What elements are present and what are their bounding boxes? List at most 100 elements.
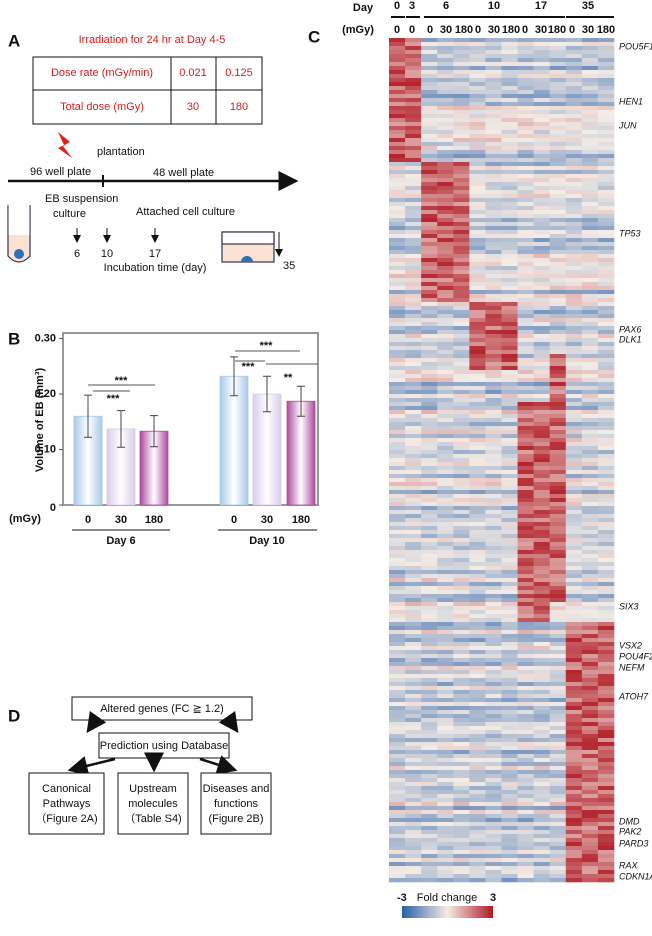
heatmap-cell bbox=[517, 338, 534, 343]
heatmap-cell bbox=[549, 58, 567, 63]
heatmap-cell bbox=[501, 254, 518, 259]
heatmap-cell bbox=[485, 302, 502, 307]
heatmap-cell bbox=[421, 126, 438, 131]
heatmap-cell bbox=[565, 878, 583, 883]
heatmap-cell bbox=[549, 622, 567, 627]
heatmap-cell bbox=[549, 834, 567, 839]
heatmap-cell bbox=[581, 202, 599, 207]
heatmap-cell bbox=[485, 838, 502, 843]
heatmap-cell bbox=[485, 146, 502, 151]
heatmap-cell bbox=[421, 174, 438, 179]
heatmap-cell bbox=[581, 438, 599, 443]
heatmap-cell bbox=[389, 298, 406, 303]
heatmap-cell bbox=[485, 862, 502, 867]
heatmap-cell bbox=[533, 354, 551, 359]
heatmap-cell bbox=[565, 634, 583, 639]
heatmap-cell bbox=[517, 326, 534, 331]
heatmap-cell bbox=[597, 418, 615, 423]
heatmap-cell bbox=[597, 138, 615, 143]
heatmap-cell bbox=[437, 90, 454, 95]
heatmap-cell bbox=[549, 594, 567, 599]
heatmap-cell bbox=[421, 362, 438, 367]
heatmap-cell bbox=[453, 778, 470, 783]
heatmap-cell bbox=[549, 682, 567, 687]
heatmap-cell bbox=[389, 434, 406, 439]
heatmap-cell bbox=[549, 666, 567, 671]
heatmap-cell bbox=[581, 446, 599, 451]
heatmap-cell bbox=[469, 186, 486, 191]
heatmap-cell bbox=[533, 246, 551, 251]
heatmap-cell bbox=[469, 498, 486, 503]
heatmap-cell bbox=[437, 870, 454, 875]
heatmap-cell bbox=[453, 758, 470, 763]
heatmap-cell bbox=[485, 118, 502, 123]
heatmap-cell bbox=[565, 690, 583, 695]
heatmap-cell bbox=[469, 446, 486, 451]
heatmap-cell bbox=[389, 290, 406, 295]
heatmap-cell bbox=[597, 654, 615, 659]
heatmap-cell bbox=[533, 670, 551, 675]
heatmap-cell bbox=[517, 254, 534, 259]
heatmap-cell bbox=[389, 338, 406, 343]
heatmap-cell bbox=[389, 578, 406, 583]
heatmap-cell bbox=[533, 178, 551, 183]
heatmap-cell bbox=[453, 426, 470, 431]
heatmap-cell bbox=[565, 566, 583, 571]
heatmap-cell bbox=[405, 98, 422, 103]
heatmap-cell bbox=[405, 354, 422, 359]
heatmap-cell bbox=[485, 366, 502, 371]
heatmap-cell bbox=[565, 434, 583, 439]
heatmap-cell bbox=[485, 850, 502, 855]
heatmap-cell bbox=[533, 38, 551, 43]
heatmap-cell bbox=[405, 298, 422, 303]
heatmap-cell bbox=[549, 562, 567, 567]
heatmap-cell bbox=[517, 242, 534, 247]
heatmap-cell bbox=[453, 678, 470, 683]
heatmap-cell bbox=[453, 842, 470, 847]
heatmap-cell bbox=[549, 786, 567, 791]
heatmap-cell bbox=[565, 378, 583, 383]
heatmap-cell bbox=[485, 562, 502, 567]
heatmap-cell bbox=[501, 802, 518, 807]
heatmap-cell bbox=[389, 402, 406, 407]
heatmap-cell bbox=[437, 806, 454, 811]
heatmap-cell bbox=[549, 646, 567, 651]
heatmap-cell bbox=[389, 734, 406, 739]
heatmap-cell bbox=[389, 858, 406, 863]
heatmap-cell bbox=[421, 406, 438, 411]
heatmap-cell bbox=[597, 642, 615, 647]
heatmap-cell bbox=[597, 38, 615, 43]
heatmap-cell bbox=[437, 454, 454, 459]
heatmap-cell bbox=[405, 490, 422, 495]
heatmap-cell bbox=[565, 38, 583, 43]
heatmap-cell bbox=[533, 650, 551, 655]
heatmap-cell bbox=[501, 574, 518, 579]
heatmap-cell bbox=[437, 82, 454, 87]
heatmap-cell bbox=[581, 414, 599, 419]
heatmap-cell bbox=[405, 838, 422, 843]
heatmap-cell bbox=[533, 494, 551, 499]
heatmap-cell bbox=[533, 578, 551, 583]
heatmap-cell bbox=[389, 566, 406, 571]
heatmap-cell bbox=[421, 418, 438, 423]
heatmap-cell bbox=[581, 154, 599, 159]
heatmap-cell bbox=[437, 626, 454, 631]
heatmap-cell bbox=[405, 494, 422, 499]
heatmap-cell bbox=[549, 294, 567, 299]
heatmap-cell bbox=[597, 378, 615, 383]
heatmap-cell bbox=[389, 826, 406, 831]
heatmap-cell bbox=[549, 462, 567, 467]
heatmap-cell bbox=[453, 430, 470, 435]
heatmap-cell bbox=[405, 126, 422, 131]
heatmap-cell bbox=[485, 134, 502, 139]
heatmap-cell bbox=[405, 542, 422, 547]
heatmap-cell bbox=[421, 158, 438, 163]
day-label: 6 bbox=[443, 0, 449, 12]
heatmap-cell bbox=[533, 698, 551, 703]
heatmap-cell bbox=[453, 190, 470, 195]
heatmap-cell bbox=[565, 514, 583, 519]
heatmap-cell bbox=[565, 570, 583, 575]
heatmap-cell bbox=[501, 162, 518, 167]
heatmap-cell bbox=[469, 422, 486, 427]
heatmap-cell bbox=[501, 42, 518, 47]
